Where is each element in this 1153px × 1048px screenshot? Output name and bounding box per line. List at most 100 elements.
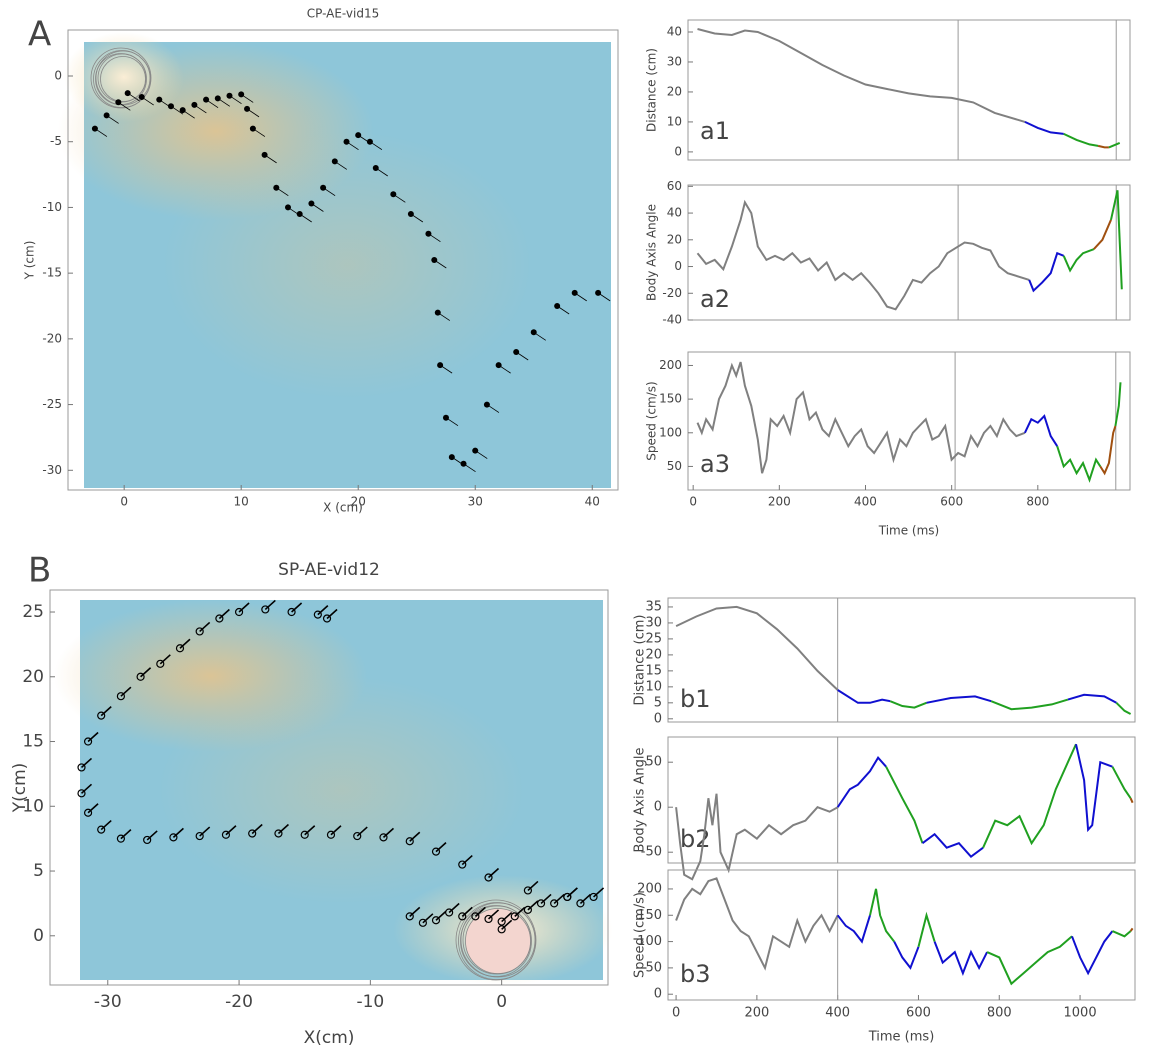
dot — [179, 107, 186, 114]
y-tick-label: -20 — [662, 286, 682, 300]
position-marker — [195, 621, 211, 636]
dot — [523, 905, 533, 914]
heading — [409, 831, 421, 842]
series-line — [1097, 144, 1109, 149]
dot — [195, 627, 204, 636]
series-line — [1023, 414, 1059, 447]
y-tick-label: 100 — [637, 934, 662, 949]
series-line — [836, 914, 871, 944]
heading — [80, 757, 93, 769]
y-tick-label: -15 — [42, 266, 62, 280]
dot — [313, 610, 322, 619]
dot — [326, 830, 336, 839]
density — [163, 131, 532, 399]
series-line — [837, 689, 891, 704]
position-marker — [215, 608, 230, 623]
x-tick-label: 600 — [940, 495, 963, 509]
dot — [97, 711, 106, 720]
y-tick-label: 50 — [667, 459, 682, 473]
x-tick-label: 200 — [744, 1006, 769, 1021]
position-marker — [179, 107, 195, 119]
y-tick-label: -50 — [641, 845, 662, 860]
dot — [238, 91, 245, 98]
position-marker — [191, 101, 207, 114]
dot — [285, 204, 291, 211]
series-line — [675, 605, 839, 691]
position-marker — [434, 309, 451, 321]
dot — [203, 96, 210, 103]
position-marker — [343, 138, 359, 151]
heading — [179, 638, 191, 649]
position-marker — [431, 257, 447, 269]
dot — [167, 103, 174, 110]
position-marker — [530, 329, 546, 341]
position-marker — [510, 906, 526, 921]
ring — [458, 902, 536, 980]
heading — [593, 887, 605, 898]
heading — [100, 819, 112, 831]
heading — [87, 803, 99, 814]
panel: Time (ms) Speed (cm/s) a3 50 100 150 200 0 200 40… — [645, 351, 1131, 538]
dot — [226, 92, 233, 99]
y-tick-label: 0 — [654, 711, 662, 726]
heading — [566, 887, 578, 898]
y-tick-label: 0 — [674, 259, 682, 273]
position-marker — [418, 913, 434, 927]
series-line — [1067, 693, 1117, 704]
panel-label: A — [28, 15, 51, 55]
position-marker — [471, 906, 486, 921]
position-marker — [431, 842, 447, 856]
position-marker — [138, 94, 154, 106]
dot — [355, 132, 362, 139]
y-tick-label: 200 — [637, 881, 662, 896]
heading — [238, 602, 250, 613]
frame — [667, 736, 1136, 864]
series-line — [885, 766, 924, 844]
heading — [435, 910, 447, 921]
y-tick-label: 40 — [667, 206, 682, 220]
dot — [471, 912, 480, 921]
position-marker — [274, 823, 289, 838]
heading — [474, 906, 486, 917]
heading — [540, 893, 552, 905]
position-marker — [563, 887, 578, 902]
position-marker — [405, 906, 421, 921]
position-marker — [390, 191, 406, 203]
dot — [425, 230, 432, 237]
ring — [97, 53, 147, 103]
dot — [563, 892, 572, 902]
series-line — [1110, 190, 1123, 290]
position-marker — [523, 900, 539, 914]
heading — [487, 867, 500, 879]
position-marker — [353, 826, 368, 841]
frame — [49, 589, 609, 986]
series-line — [696, 361, 1026, 474]
position-marker — [495, 362, 511, 374]
dot — [97, 825, 106, 834]
position-marker — [313, 605, 329, 619]
y-tick-label: 50 — [645, 755, 662, 770]
dot — [274, 829, 283, 838]
position-marker — [261, 599, 276, 614]
x-tick-label: 0 — [496, 992, 507, 1012]
position-marker — [425, 230, 441, 243]
position-marker — [366, 138, 383, 151]
heading — [80, 783, 93, 794]
series-line — [1112, 930, 1132, 938]
series-line — [889, 700, 927, 709]
dot — [248, 829, 257, 838]
position-marker — [77, 757, 93, 772]
heading — [146, 830, 158, 841]
heading — [487, 909, 500, 920]
dot — [261, 151, 268, 158]
ring — [460, 902, 536, 978]
position-marker — [484, 867, 500, 882]
y-tick-label: -20 — [42, 331, 62, 345]
heading — [172, 827, 184, 838]
position-marker — [379, 827, 395, 842]
panel: Body Axis Angle a2 -40 -20 0 20 40 60 — [645, 179, 1131, 327]
series-line — [982, 743, 1077, 849]
ring — [455, 899, 537, 981]
frame — [687, 19, 1131, 161]
